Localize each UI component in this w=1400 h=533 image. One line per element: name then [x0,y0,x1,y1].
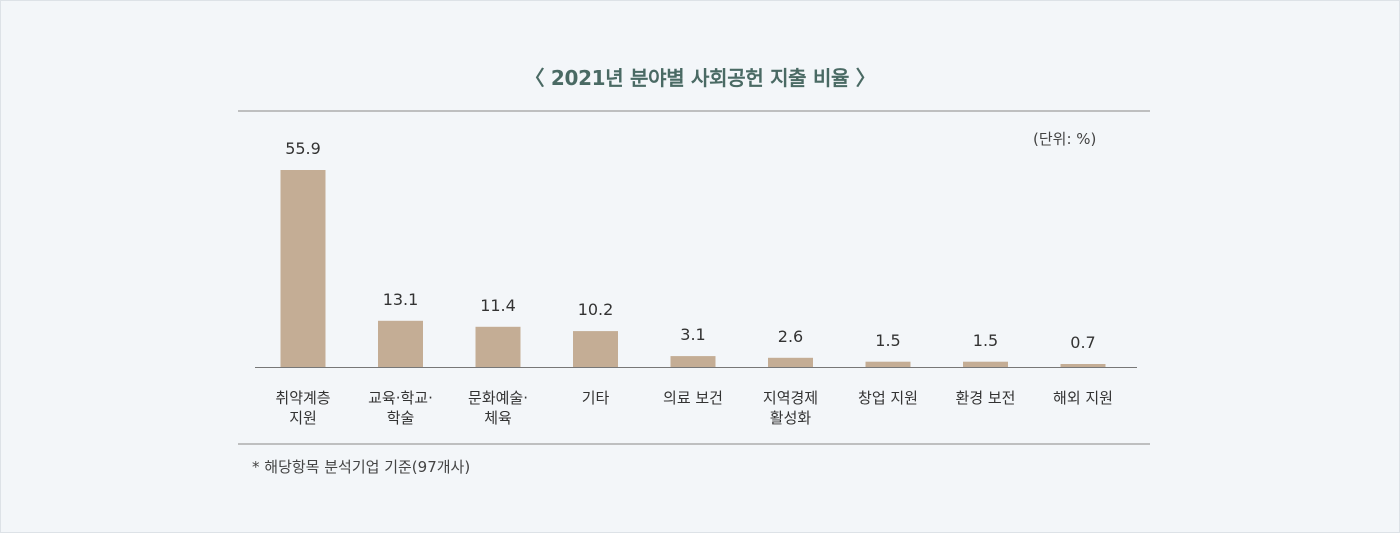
bar-5 [768,357,813,367]
category-label-2: 문화예술· 체육 [468,389,528,427]
value-label-6: 1.5 [875,330,901,350]
bar-6 [865,361,911,367]
value-label-3: 10.2 [577,300,614,320]
value-label-4: 3.1 [680,325,706,345]
category-label-7: 환경 보전 [955,389,1016,407]
category-label-0: 취약계층 지원 [275,389,331,427]
category-label-8: 해외 지원 [1053,389,1113,407]
category-label-5: 지역경제 활성화 [762,389,819,427]
bars-group [280,170,1106,367]
value-label-5: 2.6 [777,326,804,346]
category-label-4: 의료 보건 [663,389,723,407]
value-label-7: 1.5 [972,330,999,350]
bar-8 [1060,364,1106,367]
bar-3 [573,331,618,367]
chart-title: 〈 2021년 분야별 사회공헌 지출 비율 〉 [524,66,876,90]
bar-4 [670,356,716,367]
value-label-8: 0.7 [1070,333,1096,352]
unit-label: (단위: %) [1033,130,1097,148]
bar-7 [963,361,1008,367]
bar-0 [280,170,326,367]
bar-2 [475,326,521,367]
category-label-6: 창업 지원 [858,389,918,407]
footnote: * 해당항목 분석기업 기준(97개사) [252,458,471,476]
bar-1 [378,320,423,367]
category-label-3: 기타 [581,389,610,407]
value-label-0: 55.9 [285,139,321,158]
value-label-1: 13.1 [382,289,419,309]
category-label-1: 교육·학교· 학술 [368,389,433,427]
value-label-2: 11.4 [480,295,516,315]
